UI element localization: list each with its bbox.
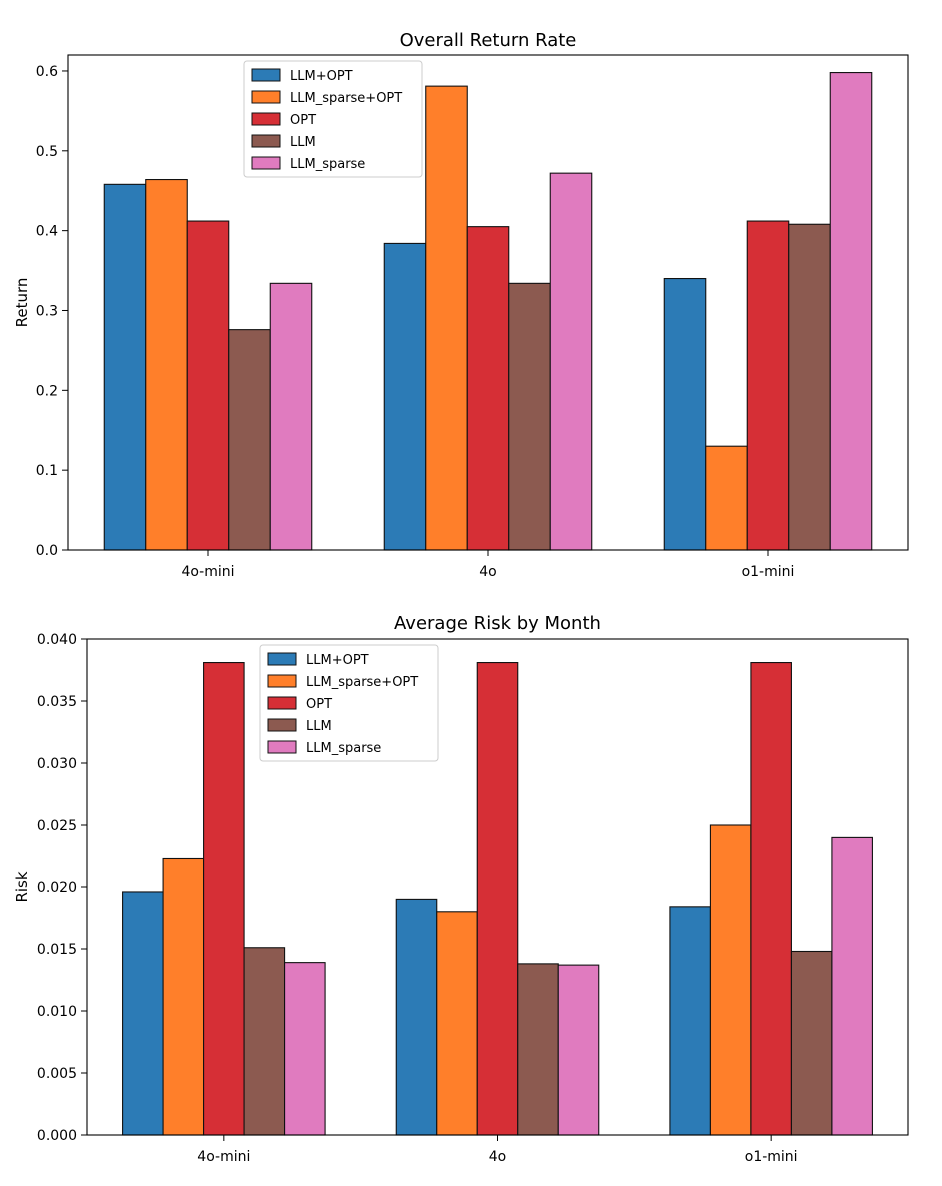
- legend-swatch: [251, 112, 281, 126]
- bar-llm-sparse-opt-o1-mini: [705, 445, 748, 551]
- y-tick-label: 0.025: [37, 818, 77, 834]
- bar-llm-sparse-4o: [557, 964, 600, 1136]
- bar-llm-opt-o1-mini: [663, 277, 707, 551]
- bar-llm-o1-mini: [790, 950, 833, 1136]
- legend-box: [243, 60, 423, 178]
- bar-llm-opt-4o: [383, 242, 427, 551]
- y-tick-label: 0.005: [37, 1066, 77, 1082]
- bar-llm-opt-4o-mini: [122, 891, 164, 1136]
- bar-llm-sparse-o1-mini: [831, 836, 873, 1136]
- bar-opt-o1-mini: [750, 662, 792, 1136]
- y-tick-label: 0.6: [36, 64, 58, 80]
- bar-opt-4o: [466, 226, 510, 551]
- legend-entry: OPT: [306, 697, 332, 712]
- y-tick-label: 0.010: [37, 1004, 77, 1020]
- bar-llm-sparse-4o: [549, 172, 593, 551]
- chart-2: Average Risk by Month Risk 0.000 0.005 0.010…: [13, 613, 909, 1165]
- legend-swatch: [251, 90, 281, 104]
- x-tick-label: 4o-mini: [181, 564, 234, 580]
- y-tick-label: 0.020: [37, 880, 77, 896]
- legend-entry: LLM_sparse: [306, 741, 381, 756]
- legend-entry: LLM: [306, 719, 332, 734]
- bar-llm-opt-4o-mini: [103, 183, 147, 551]
- legend-entry: LLM: [290, 135, 316, 150]
- bar-llm-opt-o1-mini: [669, 906, 711, 1136]
- bar-llm-4o: [517, 963, 559, 1136]
- bar-llm-sparse-4o-mini: [284, 962, 326, 1136]
- bar-llm-sparse-opt-4o: [436, 911, 478, 1136]
- legend-swatch: [267, 652, 297, 666]
- bar-llm-o1-mini: [788, 223, 831, 551]
- bar-llm-sparse-opt-o1-mini: [709, 824, 752, 1136]
- legend: LLM+OPT LLM_sparse+OPT OPT LLM LLM_sparse: [243, 60, 423, 178]
- legend-swatch: [251, 68, 281, 82]
- y-axis-label: Return: [13, 278, 31, 328]
- legend-entry: OPT: [290, 113, 316, 128]
- bar-llm-4o-mini: [228, 329, 271, 551]
- legend-swatch: [267, 740, 297, 754]
- y-tick-label: 0.0: [36, 543, 58, 559]
- y-tick-label: 0.4: [36, 224, 58, 240]
- y-tick-label: 0.030: [37, 756, 77, 772]
- bar-opt-o1-mini: [746, 220, 790, 551]
- x-tick-label: o1-mini: [745, 1149, 798, 1165]
- y-tick-label: 0.3: [36, 303, 58, 319]
- bar-llm-sparse-opt-4o: [425, 85, 468, 551]
- x-tick-label: 4o: [479, 564, 496, 580]
- y-tick-label: 0.015: [37, 942, 77, 958]
- legend-box: [259, 644, 439, 762]
- bar-llm-sparse-o1-mini: [829, 72, 873, 551]
- y-axis-label: Risk: [13, 871, 31, 902]
- chart-title: Overall Return Rate: [400, 30, 577, 51]
- legend-entry: LLM+OPT: [290, 69, 353, 84]
- bar-llm-4o-mini: [243, 947, 286, 1136]
- bar-llm-4o: [508, 282, 551, 551]
- bar-opt-4o-mini: [203, 662, 245, 1136]
- bar-opt-4o: [476, 662, 519, 1136]
- x-tick-label: 4o-mini: [197, 1149, 250, 1165]
- legend-entry: LLM_sparse: [290, 157, 365, 172]
- y-tick-label: 0.5: [36, 144, 58, 160]
- bar-opt-4o-mini: [186, 220, 230, 551]
- legend-swatch: [267, 696, 297, 710]
- bar-llm-opt-4o: [395, 898, 438, 1136]
- x-tick-label: o1-mini: [742, 564, 795, 580]
- y-tick-label: 0.040: [37, 632, 77, 648]
- legend-swatch: [267, 718, 297, 732]
- chart-title: Average Risk by Month: [394, 613, 601, 634]
- y-tick-label: 0.2: [36, 383, 58, 399]
- x-tick-label: 4o: [489, 1149, 506, 1165]
- legend-entry: LLM+OPT: [306, 653, 369, 668]
- y-tick-label: 0.035: [37, 694, 77, 710]
- y-tick-label: 0.000: [37, 1128, 77, 1144]
- bar-llm-sparse-4o-mini: [269, 282, 313, 551]
- legend-swatch: [251, 156, 281, 170]
- legend-swatch: [251, 134, 281, 148]
- chart-1: Overall Return Rate Return 0.0 0.1 0.2 0.3 0.4…: [13, 30, 909, 580]
- bar-llm-sparse-opt-4o-mini: [145, 178, 188, 551]
- bar-llm-sparse-opt-4o-mini: [162, 857, 205, 1136]
- legend-entry: LLM_sparse+OPT: [306, 675, 418, 690]
- legend-swatch: [267, 674, 297, 688]
- legend: LLM+OPT LLM_sparse+OPT OPT LLM LLM_sparse: [259, 644, 439, 762]
- y-tick-label: 0.1: [36, 463, 58, 479]
- legend-entry: LLM_sparse+OPT: [290, 91, 402, 106]
